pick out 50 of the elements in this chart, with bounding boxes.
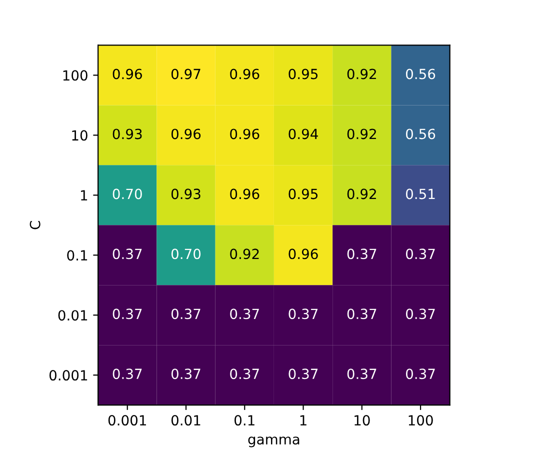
data-label: 0.93 [171,188,200,200]
data-label: 0.37 [112,248,142,260]
data-label: 0.37 [112,368,142,380]
data-label: 0.96 [112,68,142,80]
data-label: 0.37 [406,308,435,320]
data-label: 0.56 [406,68,436,80]
data-label: 0.37 [288,308,318,320]
y-tick-label: 0.01 [58,310,88,321]
x-axis-title: gamma [248,436,300,448]
data-label: 0.37 [112,308,142,320]
data-label: 0.95 [288,188,318,200]
data-label: 0.37 [406,368,435,380]
x-tick-label: 0.01 [171,415,200,426]
data-label: 0.37 [347,368,376,380]
x-tick-label: 0.001 [108,415,146,426]
data-label: 0.95 [288,68,318,80]
data-label: 0.96 [288,248,318,260]
x-tick-label: 0.1 [234,415,254,426]
data-label: 0.93 [112,128,142,140]
data-label: 0.96 [171,128,201,140]
data-label: 0.37 [230,368,259,380]
data-label: 0.92 [347,128,376,140]
y-tick-label: 0.001 [49,370,88,381]
data-label: 0.37 [230,308,259,320]
x-tick-label: 1 [300,415,306,426]
x-tick-label: 100 [408,415,433,426]
data-label: 0.51 [406,188,435,200]
y-tick-label: 100 [63,70,88,81]
data-label: 0.96 [230,128,260,140]
data-label: 0.96 [230,68,260,80]
y-axis-title: C [30,221,40,230]
data-label: 0.97 [171,68,200,80]
y-tick-label: 0.1 [67,250,88,261]
data-label: 0.37 [171,368,200,380]
data-label: 0.70 [112,188,142,200]
data-label: 0.70 [171,248,201,260]
data-label: 0.92 [230,248,259,260]
y-tick-label: 1 [81,190,88,200]
data-label: 0.92 [347,188,376,200]
data-label: 0.94 [288,128,318,140]
data-label: 0.37 [406,248,435,260]
data-label: 0.37 [347,248,376,260]
data-label: 0.37 [347,308,376,320]
data-label: 0.56 [406,128,436,140]
data-label: 0.37 [288,368,318,380]
x-tick-label: 10 [354,415,370,426]
data-label: 0.96 [230,188,260,200]
data-label: 0.92 [347,68,376,80]
data-label: 0.37 [171,308,200,320]
y-tick-label: 10 [72,130,88,141]
